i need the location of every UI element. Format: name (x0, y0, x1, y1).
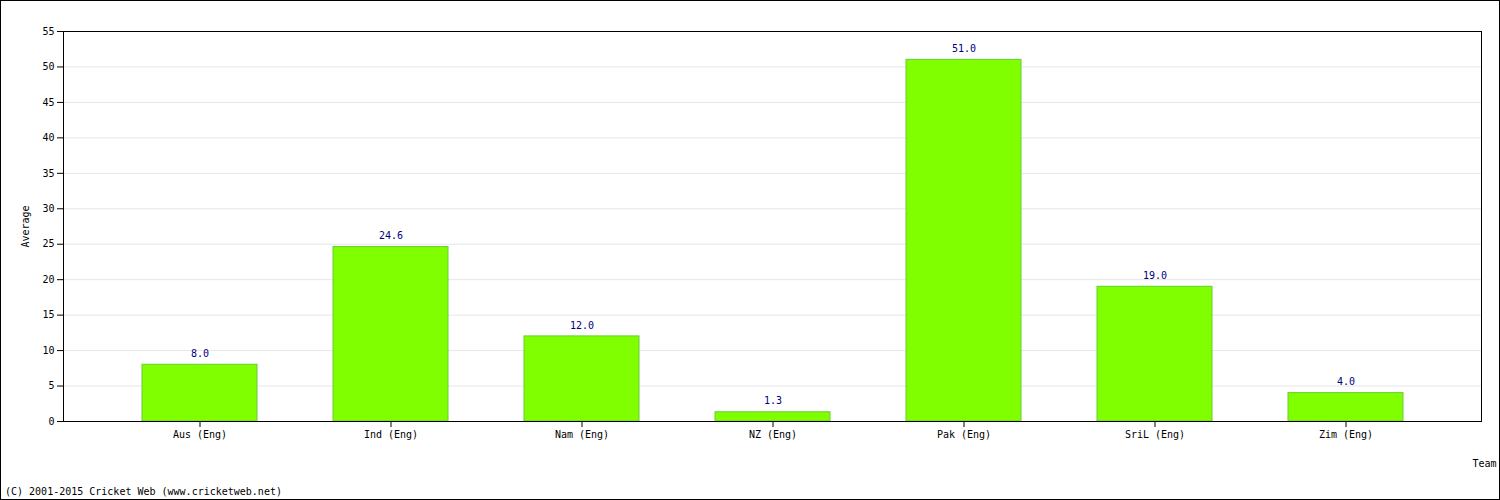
svg-text:Nam (Eng): Nam (Eng) (555, 429, 609, 440)
svg-text:25: 25 (42, 238, 54, 249)
svg-text:20: 20 (42, 274, 54, 285)
svg-text:30: 30 (42, 203, 54, 214)
svg-text:0: 0 (48, 416, 54, 427)
svg-text:35: 35 (42, 168, 54, 179)
svg-text:Aus (Eng): Aus (Eng) (173, 429, 227, 440)
svg-text:Team: Team (1472, 458, 1496, 469)
svg-text:45: 45 (42, 97, 54, 108)
svg-text:24.6: 24.6 (379, 230, 403, 241)
svg-text:19.0: 19.0 (1143, 270, 1167, 281)
svg-text:15: 15 (42, 309, 54, 320)
svg-text:Pak (Eng): Pak (Eng) (937, 429, 991, 440)
svg-text:4.0: 4.0 (1337, 376, 1355, 387)
svg-text:NZ (Eng): NZ (Eng) (749, 429, 797, 440)
svg-text:8.0: 8.0 (191, 348, 209, 359)
svg-text:Average: Average (20, 205, 31, 247)
svg-text:Zim (Eng): Zim (Eng) (1319, 429, 1373, 440)
html-text:(C) 2001-2015 Cricket Web (www: (C) 2001-2015 Cricket Web (www.cricketwe… (5, 486, 282, 497)
svg-text:12.0: 12.0 (570, 320, 594, 331)
svg-text:5: 5 (48, 380, 54, 391)
svg-text:Ind (Eng): Ind (Eng) (364, 429, 418, 440)
svg-text:1.3: 1.3 (764, 395, 782, 406)
svg-text:SriL (Eng): SriL (Eng) (1125, 429, 1185, 440)
svg-text:40: 40 (42, 132, 54, 143)
svg-text:55: 55 (42, 26, 54, 37)
svg-text:10: 10 (42, 345, 54, 356)
svg-text:51.0: 51.0 (952, 43, 976, 54)
svg-text:50: 50 (42, 61, 54, 72)
